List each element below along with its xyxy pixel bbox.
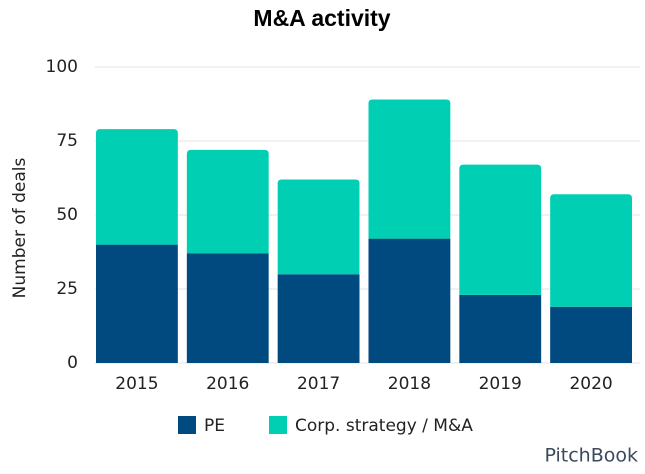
bar-segment: [96, 129, 178, 245]
bar-segment: [277, 179, 360, 275]
bar-segment: [277, 274, 360, 363]
y-axis-label: Number of deals: [10, 157, 30, 298]
bar-segment: [550, 194, 632, 307]
y-tick-label: 0: [67, 353, 78, 373]
x-tick-label: 2020: [569, 374, 612, 394]
bar-segment: [368, 238, 451, 363]
bar-segment: [186, 149, 269, 254]
bar-segment: [459, 294, 542, 363]
x-tick-label: 2019: [479, 374, 522, 394]
legend-swatch: [269, 416, 287, 434]
x-tick-label: 2018: [388, 374, 431, 394]
bar-segment: [368, 99, 451, 239]
bar-segment: [550, 306, 632, 363]
legend-swatch: [178, 416, 196, 434]
bar-segment: [186, 253, 269, 363]
y-tick-label: 50: [56, 205, 78, 225]
bar-segment: [96, 244, 178, 363]
legend-label: PE: [204, 416, 225, 436]
x-tick-label: 2015: [115, 374, 158, 394]
legend-label: Corp. strategy / M&A: [295, 416, 473, 436]
y-tick-label: 75: [56, 131, 78, 151]
y-tick-label: 25: [56, 279, 78, 299]
x-tick-label: 2016: [206, 374, 249, 394]
x-tick-label: 2017: [297, 374, 340, 394]
bar-segment: [459, 164, 542, 295]
y-tick-label: 100: [46, 57, 78, 77]
source-logo: PitchBook: [544, 445, 638, 467]
chart-title: M&A activity: [253, 5, 390, 31]
